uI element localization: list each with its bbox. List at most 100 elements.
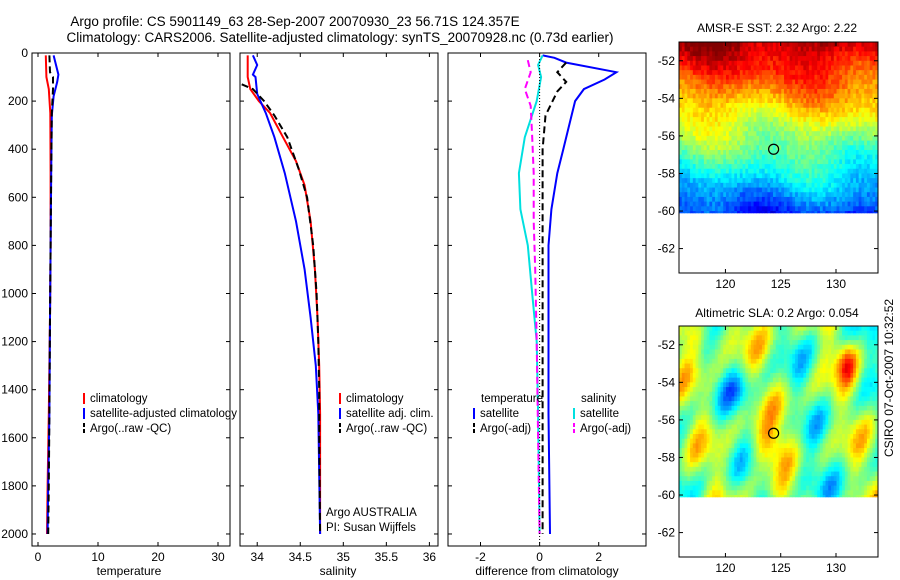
- heatmap-cell: [742, 206, 746, 212]
- heatmap-cell: [737, 377, 741, 383]
- heatmap-cell: [853, 65, 857, 71]
- heatmap-cell: [709, 56, 713, 62]
- heatmap-cell: [847, 335, 851, 341]
- heatmap-cell: [756, 98, 760, 104]
- heatmap-cell: [800, 448, 804, 454]
- heatmap-cell: [811, 457, 815, 463]
- heatmap-cell: [764, 429, 768, 435]
- heatmap-cell: [690, 354, 694, 360]
- heatmap-cell: [748, 42, 752, 48]
- heatmap-cell: [753, 330, 757, 336]
- heatmap-cell: [850, 340, 854, 346]
- heatmap-cell: [861, 56, 865, 62]
- heatmap-cell: [850, 103, 854, 109]
- heatmap-cell: [753, 84, 757, 90]
- heatmap-cell: [786, 201, 790, 207]
- heatmap-cell: [753, 448, 757, 454]
- heatmap-cell: [756, 363, 760, 369]
- heatmap-cell: [795, 363, 799, 369]
- heatmap-cell: [767, 107, 771, 113]
- heatmap-cell: [737, 438, 741, 444]
- heatmap-cell: [817, 145, 821, 151]
- heatmap-cell: [853, 60, 857, 66]
- heatmap-cell: [869, 149, 873, 156]
- heatmap-cell: [850, 56, 854, 62]
- heatmap-cell: [819, 88, 824, 95]
- heatmap-cell: [855, 354, 860, 360]
- heatmap-cell: [745, 387, 749, 393]
- heatmap-cell: [775, 164, 779, 170]
- heatmap-cell: [775, 410, 779, 416]
- heatmap-cell: [795, 354, 799, 360]
- heatmap-cell: [709, 201, 713, 207]
- heatmap-cell: [679, 457, 683, 463]
- heatmap-cell: [814, 368, 818, 374]
- heatmap-cell: [745, 462, 749, 468]
- heatmap-cell: [720, 462, 724, 468]
- heatmap-cell: [728, 405, 732, 411]
- heatmap-cell: [864, 182, 868, 188]
- heatmap-cell: [792, 363, 796, 369]
- heatmap-cell: [855, 377, 860, 383]
- heatmap-cell: [764, 88, 768, 95]
- heatmap-cell: [869, 358, 873, 364]
- heatmap-cell: [781, 135, 785, 141]
- heatmap-cell: [800, 462, 804, 468]
- heatmap-cell: [855, 103, 860, 109]
- heatmap-cell: [806, 196, 810, 203]
- heatmap-cell: [734, 93, 738, 99]
- heatmap-cell: [831, 149, 835, 156]
- heatmap-cell: [831, 93, 835, 99]
- heatmap-cell: [725, 211, 730, 214]
- heatmap-cell: [723, 131, 727, 137]
- heatmap-cell: [803, 344, 807, 350]
- heatmap-cell: [795, 382, 799, 388]
- heatmap-cell: [706, 433, 710, 440]
- heatmap-cell: [703, 173, 708, 179]
- heatmap-cell: [839, 112, 843, 118]
- heatmap-cell: [717, 65, 721, 71]
- heatmap-cell: [839, 65, 843, 71]
- heatmap-cell: [836, 363, 840, 369]
- heatmap-cell: [825, 358, 829, 364]
- heatmap-cell: [869, 363, 873, 369]
- heatmap-cell: [734, 145, 738, 151]
- heatmap-cell: [723, 135, 727, 141]
- heatmap-cell: [750, 368, 755, 374]
- heatmap-cell: [720, 326, 724, 332]
- heatmap-cell: [803, 131, 807, 137]
- heatmap-cell: [797, 410, 802, 416]
- heatmap-cell: [748, 173, 752, 179]
- heatmap-cell: [703, 164, 708, 170]
- heatmap-cell: [714, 349, 719, 355]
- heatmap-cell: [681, 173, 685, 179]
- heatmap-cell: [875, 429, 879, 435]
- heatmap-cell: [759, 424, 763, 430]
- heatmap-cell: [723, 56, 727, 62]
- heatmap-cell: [875, 335, 879, 341]
- heatmap-cell: [679, 196, 683, 203]
- heatmap-cell: [745, 401, 749, 407]
- heatmap-cell: [706, 372, 710, 379]
- heatmap-cell: [786, 387, 790, 393]
- heatmap-cell: [770, 187, 774, 193]
- heatmap-cell: [737, 103, 741, 109]
- heatmap-cell: [723, 196, 727, 203]
- heatmap-cell: [684, 117, 688, 123]
- heatmap-cell: [789, 424, 793, 430]
- heatmap-cell: [679, 173, 683, 179]
- heatmap-cell: [797, 117, 802, 123]
- heatmap-cell: [814, 117, 818, 123]
- heatmap-cell: [844, 429, 848, 435]
- heatmap-cell: [842, 457, 846, 463]
- heatmap-cell: [734, 372, 738, 379]
- heatmap-cell: [869, 168, 873, 174]
- heatmap-cell: [778, 443, 782, 449]
- heatmap-cell: [828, 79, 832, 85]
- heatmap-cell: [872, 112, 876, 118]
- heatmap-cell: [839, 140, 843, 146]
- heatmap-cell: [786, 112, 790, 118]
- heatmap-cell: [814, 56, 818, 62]
- heatmap-cell: [690, 117, 694, 123]
- heatmap-cell: [819, 65, 824, 71]
